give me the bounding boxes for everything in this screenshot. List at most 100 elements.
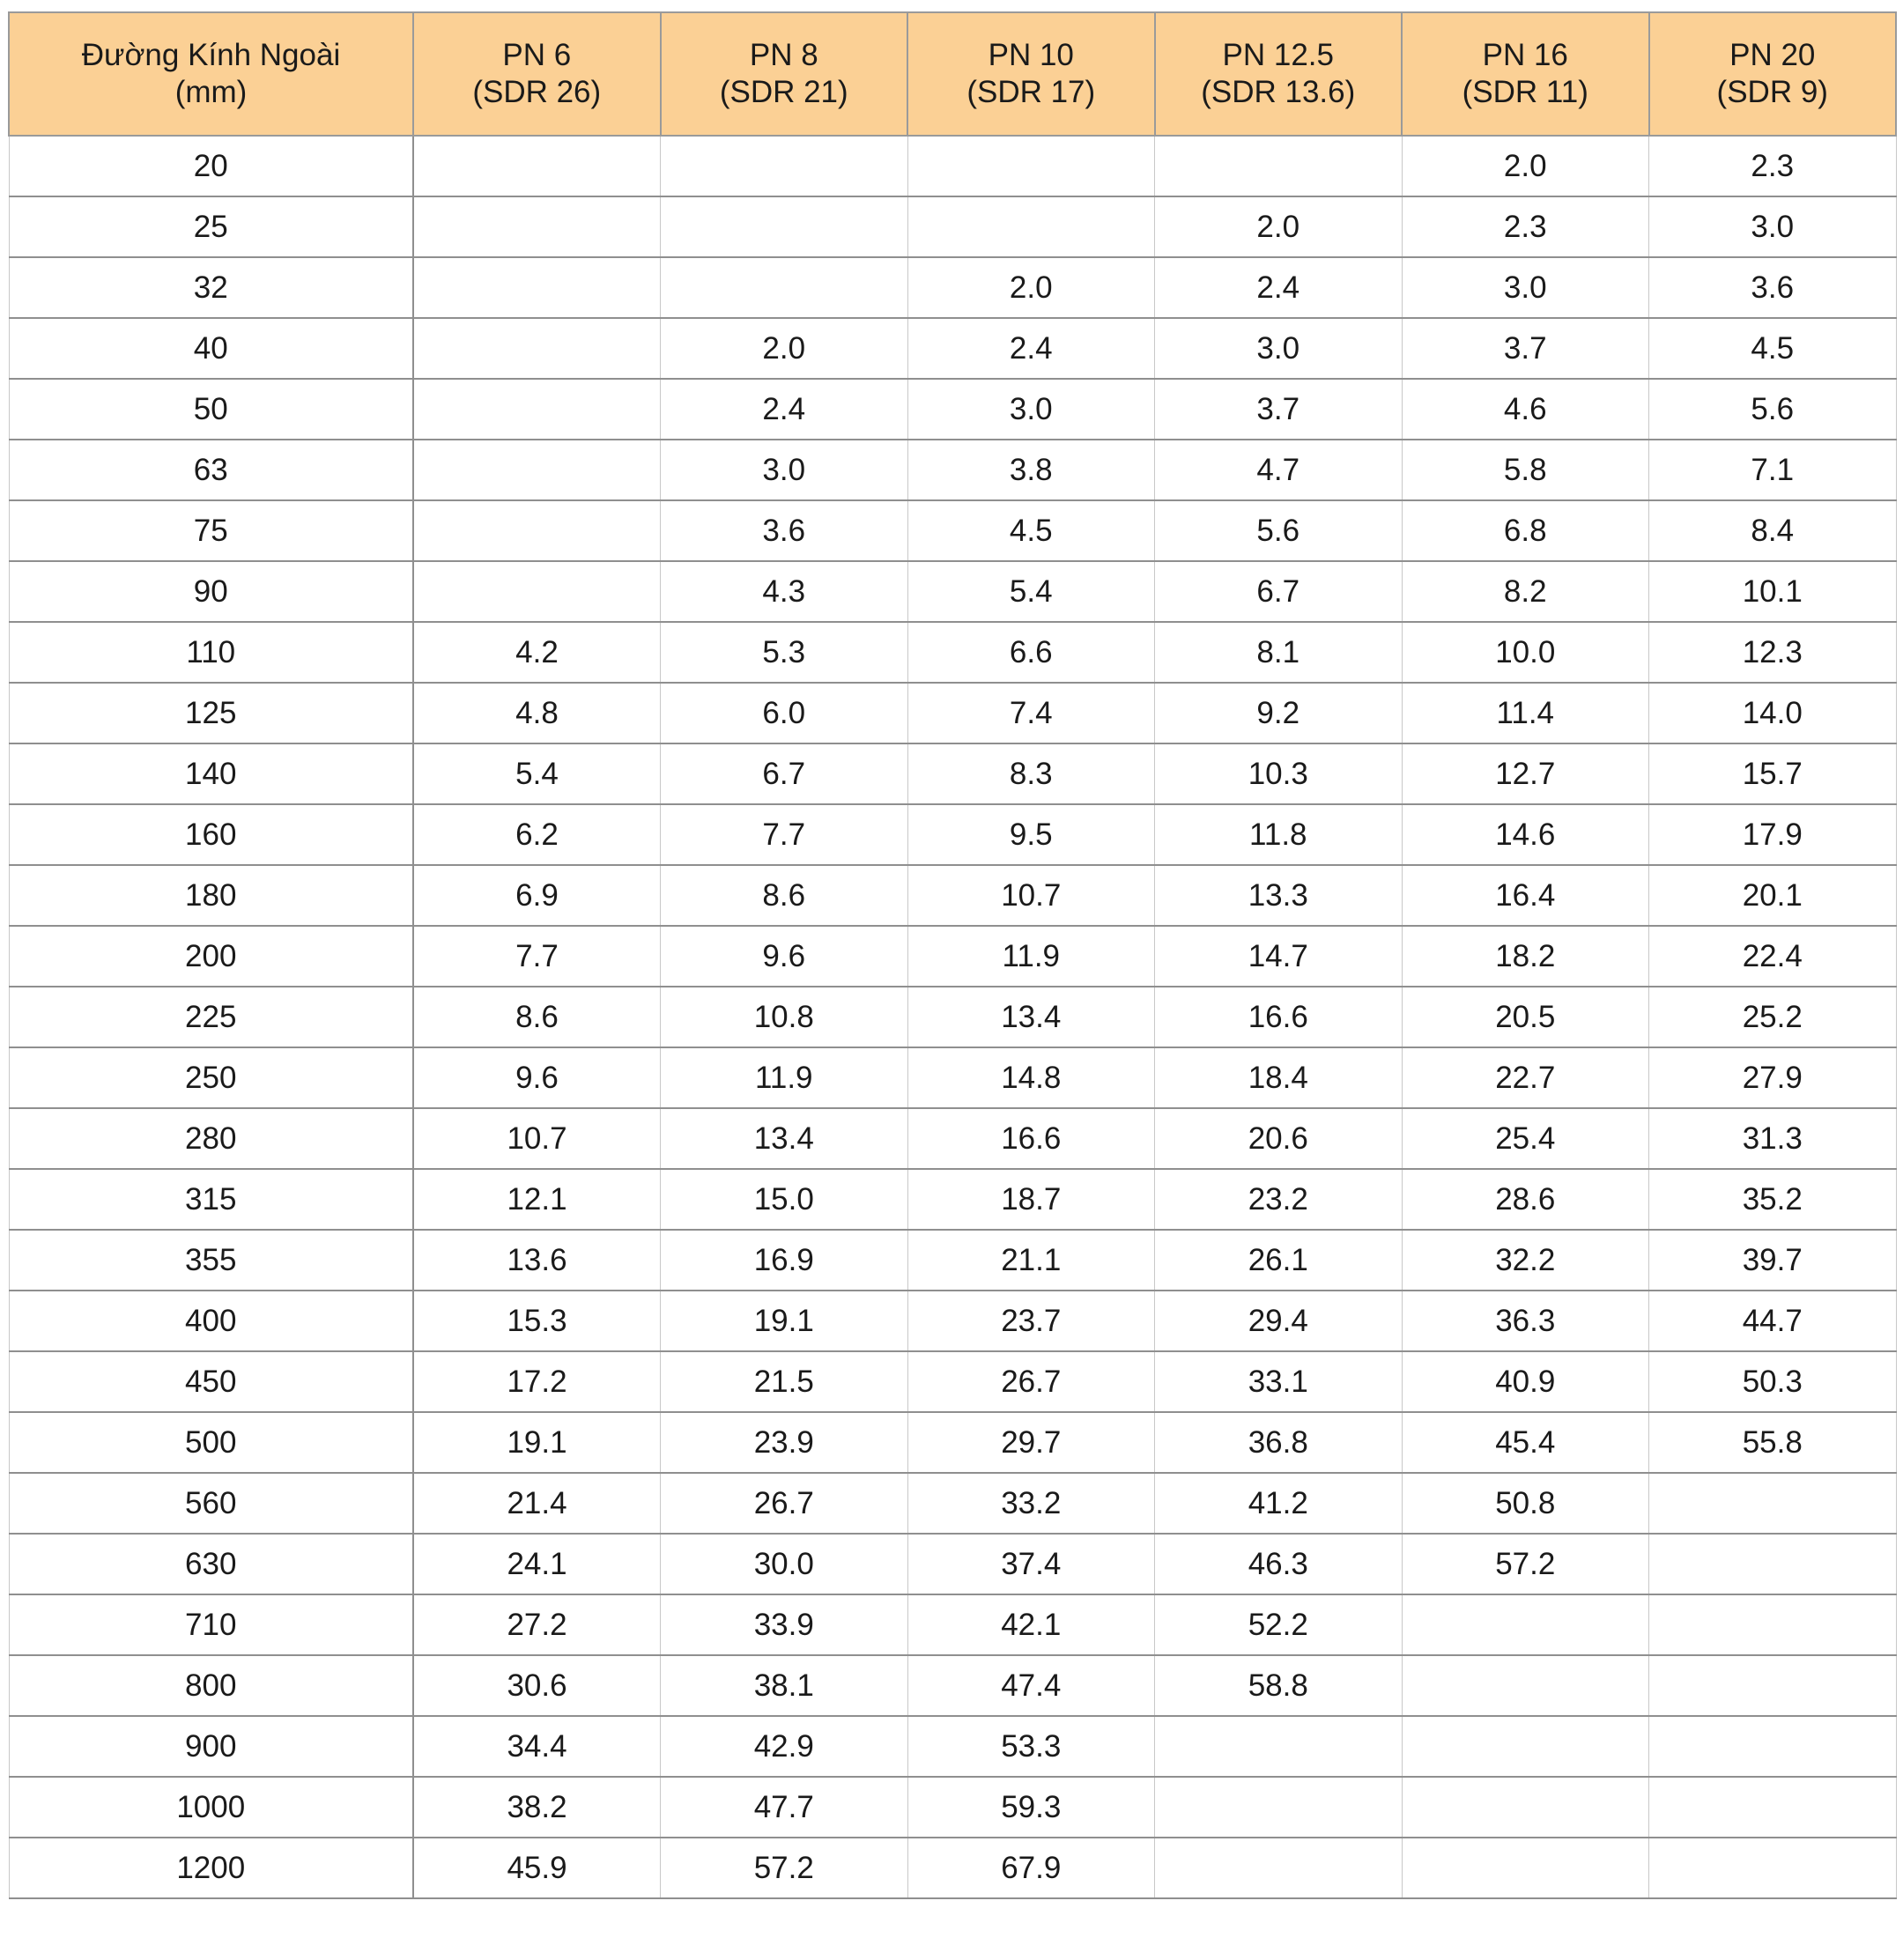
wall-thickness-cell: 10.1 [1648, 560, 1897, 623]
wall-thickness-cell: 41.2 [1154, 1472, 1403, 1535]
outer-diameter-cell: 180 [8, 864, 414, 927]
wall-thickness-cell: 9.5 [907, 803, 1155, 866]
wall-thickness-cell: 5.6 [1648, 378, 1897, 440]
wall-thickness-cell: 18.2 [1401, 925, 1649, 987]
wall-thickness-cell: 7.7 [660, 803, 908, 866]
table-row: 710 27.2 33.9 42.1 52.2 [8, 1594, 1897, 1656]
wall-thickness-cell: 59.3 [907, 1776, 1155, 1838]
wall-thickness-cell: 20.5 [1401, 986, 1649, 1048]
wall-thickness-cell: 34.4 [412, 1715, 661, 1778]
table-row: 315 12.1 15.0 18.7 23.2 28.6 35.2 [8, 1168, 1897, 1231]
outer-diameter-cell: 315 [8, 1168, 414, 1231]
outer-diameter-cell: 355 [8, 1229, 414, 1291]
wall-thickness-cell: 4.7 [1154, 439, 1403, 501]
wall-thickness-cell: 2.0 [660, 317, 908, 380]
wall-thickness-cell: 18.4 [1154, 1047, 1403, 1109]
table-row: 400 15.3 19.1 23.7 29.4 36.3 44.7 [8, 1290, 1897, 1352]
wall-thickness-cell: 12.3 [1648, 621, 1897, 684]
wall-thickness-cell: 21.5 [660, 1350, 908, 1413]
wall-thickness-cell: 42.1 [907, 1594, 1155, 1656]
table-row: 63 3.0 3.8 4.7 5.8 7.1 [8, 439, 1897, 501]
outer-diameter-cell: 250 [8, 1047, 414, 1109]
pipe-wall-thickness-table: Đường Kính Ngoài (mm) PN 6 (SDR 26) PN 8 (S… [8, 11, 1897, 1899]
wall-thickness-cell [1648, 1776, 1897, 1838]
table-row: 630 24.1 30.0 37.4 46.3 57.2 [8, 1533, 1897, 1595]
wall-thickness-cell [1401, 1715, 1649, 1778]
outer-diameter-cell: 630 [8, 1533, 414, 1595]
wall-thickness-cell: 55.8 [1648, 1411, 1897, 1474]
outer-diameter-cell: 20 [8, 135, 414, 197]
wall-thickness-cell: 7.1 [1648, 439, 1897, 501]
table-row: 560 21.4 26.7 33.2 41.2 50.8 [8, 1472, 1897, 1535]
wall-thickness-cell: 6.9 [412, 864, 661, 927]
wall-thickness-cell: 23.7 [907, 1290, 1155, 1352]
wall-thickness-cell [412, 560, 661, 623]
wall-thickness-cell: 5.4 [412, 743, 661, 805]
wall-thickness-cell: 2.4 [907, 317, 1155, 380]
wall-thickness-cell: 27.9 [1648, 1047, 1897, 1109]
wall-thickness-cell [412, 196, 661, 258]
wall-thickness-cell: 10.8 [660, 986, 908, 1048]
wall-thickness-cell: 8.2 [1401, 560, 1649, 623]
table-row: 280 10.7 13.4 16.6 20.6 25.4 31.3 [8, 1107, 1897, 1170]
wall-thickness-cell: 8.6 [660, 864, 908, 927]
outer-diameter-cell: 32 [8, 256, 414, 319]
table-row: 900 34.4 42.9 53.3 [8, 1715, 1897, 1778]
wall-thickness-cell: 35.2 [1648, 1168, 1897, 1231]
wall-thickness-cell: 47.4 [907, 1654, 1155, 1717]
wall-thickness-cell [907, 196, 1155, 258]
wall-thickness-cell: 26.7 [907, 1350, 1155, 1413]
wall-thickness-cell: 21.1 [907, 1229, 1155, 1291]
wall-thickness-cell: 20.6 [1154, 1107, 1403, 1170]
header-pn16: PN 16 (SDR 11) [1401, 11, 1650, 137]
wall-thickness-cell [412, 256, 661, 319]
wall-thickness-cell: 6.7 [1154, 560, 1403, 623]
header-pn8: PN 8 (SDR 21) [659, 11, 908, 137]
wall-thickness-cell: 4.5 [907, 499, 1155, 562]
wall-thickness-cell: 38.2 [412, 1776, 661, 1838]
wall-thickness-cell: 8.6 [412, 986, 661, 1048]
outer-diameter-cell: 75 [8, 499, 414, 562]
wall-thickness-cell: 9.2 [1154, 682, 1403, 744]
outer-diameter-cell: 140 [8, 743, 414, 805]
wall-thickness-cell: 2.0 [907, 256, 1155, 319]
wall-thickness-cell: 14.8 [907, 1047, 1155, 1109]
wall-thickness-cell: 11.8 [1154, 803, 1403, 866]
wall-thickness-cell: 8.4 [1648, 499, 1897, 562]
wall-thickness-cell: 8.1 [1154, 621, 1403, 684]
wall-thickness-cell [412, 135, 661, 197]
wall-thickness-cell: 31.3 [1648, 1107, 1897, 1170]
wall-thickness-cell: 11.9 [907, 925, 1155, 987]
wall-thickness-cell: 4.3 [660, 560, 908, 623]
wall-thickness-cell: 19.1 [412, 1411, 661, 1474]
table-row: 800 30.6 38.1 47.4 58.8 [8, 1654, 1897, 1717]
wall-thickness-cell: 57.2 [660, 1837, 908, 1899]
wall-thickness-cell: 46.3 [1154, 1533, 1403, 1595]
wall-thickness-cell: 3.6 [660, 499, 908, 562]
wall-thickness-cell: 5.8 [1401, 439, 1649, 501]
wall-thickness-cell: 13.4 [907, 986, 1155, 1048]
wall-thickness-cell: 8.3 [907, 743, 1155, 805]
wall-thickness-cell [412, 439, 661, 501]
wall-thickness-cell: 39.7 [1648, 1229, 1897, 1291]
wall-thickness-cell: 14.6 [1401, 803, 1649, 866]
table-row: 1000 38.2 47.7 59.3 [8, 1776, 1897, 1838]
outer-diameter-cell: 200 [8, 925, 414, 987]
wall-thickness-cell: 7.7 [412, 925, 661, 987]
table-row: 20 2.0 2.3 [8, 135, 1897, 197]
wall-thickness-cell: 2.3 [1648, 135, 1897, 197]
wall-thickness-cell: 2.3 [1401, 196, 1649, 258]
table-row: 180 6.9 8.6 10.7 13.3 16.4 20.1 [8, 864, 1897, 927]
wall-thickness-cell: 5.3 [660, 621, 908, 684]
wall-thickness-cell: 10.0 [1401, 621, 1649, 684]
outer-diameter-cell: 900 [8, 1715, 414, 1778]
wall-thickness-cell [1648, 1654, 1897, 1717]
outer-diameter-cell: 1000 [8, 1776, 414, 1838]
wall-thickness-cell: 22.7 [1401, 1047, 1649, 1109]
wall-thickness-cell: 2.0 [1154, 196, 1403, 258]
wall-thickness-cell: 3.0 [660, 439, 908, 501]
wall-thickness-cell: 29.7 [907, 1411, 1155, 1474]
header-outer-diameter: Đường Kính Ngoài (mm) [8, 11, 414, 137]
table-row: 40 2.0 2.4 3.0 3.7 4.5 [8, 317, 1897, 380]
table-row: 355 13.6 16.9 21.1 26.1 32.2 39.7 [8, 1229, 1897, 1291]
